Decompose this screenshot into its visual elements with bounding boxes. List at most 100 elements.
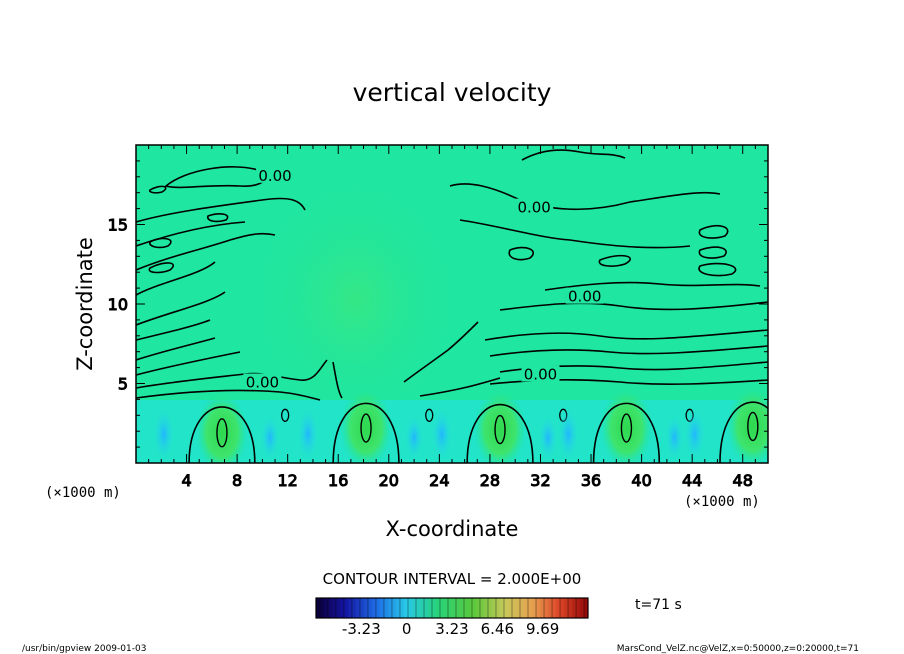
colorbar-swatch <box>568 598 573 618</box>
updraft-max-contour <box>747 411 759 442</box>
x-unit-left: (×1000 m) <box>45 485 121 501</box>
colorbar-swatch <box>488 598 493 618</box>
contour-label-bg <box>256 166 295 183</box>
colorbar-swatch <box>468 598 473 618</box>
colorbar-swatch <box>316 598 321 618</box>
colorbar-swatch <box>512 598 517 618</box>
updraft-core <box>195 392 248 463</box>
plot-area <box>136 145 820 463</box>
convective-cells <box>153 386 820 463</box>
colorbar-tick-label: 9.69 <box>526 620 559 638</box>
colorbar-swatch <box>368 598 373 618</box>
updraft-contour <box>592 402 661 463</box>
chart-title: vertical velocity <box>353 78 552 107</box>
colorbar-swatch <box>564 598 569 618</box>
colorbar-swatch <box>384 598 389 618</box>
colorbar-swatch <box>412 598 417 618</box>
updraft-contour <box>466 404 534 463</box>
y-tick-label: 5 <box>118 375 128 394</box>
colorbar-swatch <box>344 598 349 618</box>
downdraft-region <box>405 415 424 460</box>
colorbar-swatch <box>528 598 533 618</box>
x-tick-label: 32 <box>530 471 550 490</box>
x-tick-label: 40 <box>631 471 651 490</box>
y-tick-label: 10 <box>108 295 128 314</box>
updraft-contour <box>719 401 768 463</box>
colorbar-swatch <box>476 598 481 618</box>
colorbar-swatch <box>440 598 445 618</box>
colorbar-swatch <box>380 598 385 618</box>
colorbar-swatch <box>324 598 329 618</box>
colorbar-swatch <box>472 598 477 618</box>
x-tick-label: 4 <box>181 471 191 490</box>
x-tick-label: 12 <box>278 471 298 490</box>
contour-label-bg <box>243 373 282 390</box>
colorbar-tick-label: 3.23 <box>435 620 468 638</box>
updraft-core <box>600 388 653 463</box>
contour-label: 0.00 <box>258 167 291 185</box>
colorbar-swatch <box>404 598 409 618</box>
x-tick-label: 28 <box>480 471 500 490</box>
colorbar-swatch <box>376 598 381 618</box>
x-tick-label: 16 <box>328 471 348 490</box>
colorbar-swatch <box>548 598 553 618</box>
contour-label: 0.00 <box>568 288 601 306</box>
x-tick-label: 48 <box>733 471 753 490</box>
colorbar-swatch <box>508 598 513 618</box>
colorbar-swatch <box>320 598 325 618</box>
colorbar-tick-label: -3.23 <box>342 620 381 638</box>
colorbar-tick-label: 0 <box>402 620 412 638</box>
x-tick-label: 24 <box>429 471 449 490</box>
x-tick-label: 44 <box>682 471 702 490</box>
time-label: t=71 s <box>635 597 682 613</box>
colorbar-swatch <box>364 598 369 618</box>
colorbar-swatch <box>360 598 365 618</box>
colorbar-swatch <box>356 598 361 618</box>
colorbar-swatch <box>484 598 489 618</box>
colorbar-swatch <box>464 598 469 618</box>
x-tick-label: 36 <box>581 471 601 490</box>
contour-label: 0.00 <box>246 374 279 392</box>
contour-label-bg <box>515 198 554 215</box>
updraft-core <box>340 388 393 463</box>
colorbar-swatch <box>492 598 497 618</box>
colorbar-swatch <box>500 598 505 618</box>
downdraft-region <box>792 416 810 460</box>
colorbar-swatch <box>424 598 429 618</box>
downdraft-region <box>684 408 705 461</box>
contour-label: 0.00 <box>517 199 550 217</box>
colorbar-swatch <box>536 598 541 618</box>
downdraft-region <box>297 408 318 461</box>
contour-label: 0.00 <box>524 366 557 384</box>
updraft-core <box>726 386 768 463</box>
colorbar-swatch <box>480 598 485 618</box>
x-unit-right: (×1000 m) <box>684 494 760 510</box>
colorbar-swatch <box>336 598 341 618</box>
colorbar-swatch <box>496 598 501 618</box>
colorbar-swatch <box>580 598 585 618</box>
colorbar-swatch <box>452 598 457 618</box>
colorbar-swatch <box>372 598 377 618</box>
colorbar-swatch <box>340 598 345 618</box>
contour-label-bg <box>521 365 560 382</box>
colorbar-swatch <box>460 598 465 618</box>
contour-interval: CONTOUR INTERVAL = 2.000E+00 <box>323 570 582 588</box>
small-contour <box>281 408 290 422</box>
y-tick-label: 15 <box>108 216 128 235</box>
colorbar-swatch <box>396 598 401 618</box>
footer-right: MarsCond_VelZ.nc@VelZ,x=0:50000,z=0:2000… <box>617 644 859 654</box>
colorbar-swatch <box>444 598 449 618</box>
colorbar-swatch <box>576 598 581 618</box>
contour-label-layer: 0.00 0.00 0.00 0.00 0.00 <box>243 166 604 392</box>
colorbar-swatch <box>584 598 589 618</box>
small-contour <box>425 408 434 422</box>
downdraft-region <box>153 408 174 461</box>
contour-label-bg <box>565 287 604 304</box>
colorbar-swatch <box>328 598 333 618</box>
small-contour <box>813 409 820 421</box>
colorbar-tick-label: 6.46 <box>481 620 514 638</box>
updraft-max-contour <box>360 413 372 443</box>
colorbar-swatch <box>532 598 537 618</box>
